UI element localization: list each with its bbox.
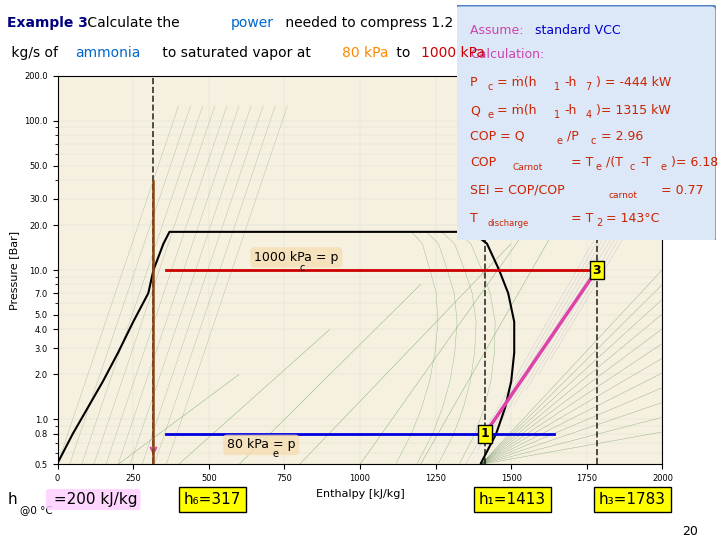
Text: h₁=1413: h₁=1413 (479, 492, 546, 507)
Text: c: c (590, 136, 596, 146)
Text: 1000 kPa = p: 1000 kPa = p (254, 251, 338, 264)
Text: discharge: discharge (487, 219, 528, 228)
Text: 80 kPa: 80 kPa (342, 46, 389, 60)
Text: 1000 kPa: 1000 kPa (421, 46, 485, 60)
Text: )= 1315 kW: )= 1315 kW (596, 104, 670, 117)
Text: /(T: /(T (606, 156, 623, 168)
FancyBboxPatch shape (454, 5, 716, 242)
Text: ) = -444 kW: ) = -444 kW (596, 76, 671, 89)
Text: /P: /P (567, 130, 579, 143)
Text: Calculate the: Calculate the (83, 16, 184, 30)
Text: e: e (272, 449, 279, 459)
Text: 4: 4 (585, 110, 592, 120)
Text: h₆=317: h₆=317 (184, 492, 241, 507)
Text: @0 °C: @0 °C (20, 505, 53, 515)
Text: SEI = COP/COP: SEI = COP/COP (470, 184, 564, 197)
Text: 3: 3 (593, 264, 601, 276)
Text: Assume:: Assume: (470, 24, 528, 37)
Text: -h: -h (564, 76, 577, 89)
Text: Example 3: Example 3 (7, 16, 88, 30)
X-axis label: Enthalpy [kJ/kg]: Enthalpy [kJ/kg] (315, 489, 405, 498)
Text: 80 kPa = p: 80 kPa = p (227, 438, 295, 451)
Text: to saturated vapor at: to saturated vapor at (158, 46, 315, 60)
Text: c: c (487, 82, 492, 92)
Y-axis label: Pressure [Bar]: Pressure [Bar] (9, 231, 19, 309)
Text: = ṁ(h: = ṁ(h (498, 76, 537, 89)
Text: T: T (470, 212, 478, 225)
Text: standard VCC: standard VCC (535, 24, 621, 37)
Text: = 143°C: = 143°C (606, 212, 660, 225)
Text: ammonia: ammonia (76, 46, 141, 60)
Text: = 0.77: = 0.77 (661, 184, 703, 197)
Text: = T: = T (571, 212, 593, 225)
Text: -T: -T (640, 156, 651, 168)
Text: needed to compress 1.2: needed to compress 1.2 (281, 16, 453, 30)
Text: Q: Q (470, 104, 480, 117)
Text: 1: 1 (480, 427, 490, 441)
Text: =200 kJ/kg: =200 kJ/kg (49, 492, 138, 507)
Text: = T: = T (571, 156, 593, 168)
Text: 20: 20 (683, 524, 698, 538)
Text: to: to (392, 46, 415, 60)
Text: 7: 7 (585, 82, 592, 92)
Text: h₃=1783: h₃=1783 (599, 492, 666, 507)
Text: kg/s of: kg/s of (7, 46, 63, 60)
Text: = 2.96: = 2.96 (601, 130, 643, 143)
Text: COP = Q: COP = Q (470, 130, 525, 143)
Text: COP: COP (470, 156, 496, 168)
Text: Calculation:: Calculation: (470, 48, 544, 60)
Text: carnot: carnot (609, 191, 638, 200)
Text: 1: 1 (554, 110, 561, 120)
Text: power: power (230, 16, 274, 30)
Text: c: c (300, 264, 305, 273)
Text: 2: 2 (596, 218, 602, 228)
Text: e: e (661, 161, 667, 172)
Text: -h: -h (564, 104, 577, 117)
Text: h: h (7, 492, 17, 507)
Text: e: e (487, 110, 493, 120)
Text: e: e (596, 161, 602, 172)
Text: Carnot: Carnot (513, 163, 543, 172)
Text: )= 6.18: )= 6.18 (671, 156, 719, 168)
Text: 1: 1 (554, 82, 561, 92)
Text: P: P (470, 76, 477, 89)
Text: = ṁ(h: = ṁ(h (498, 104, 537, 117)
Text: c: c (629, 161, 635, 172)
Text: e: e (557, 136, 563, 146)
